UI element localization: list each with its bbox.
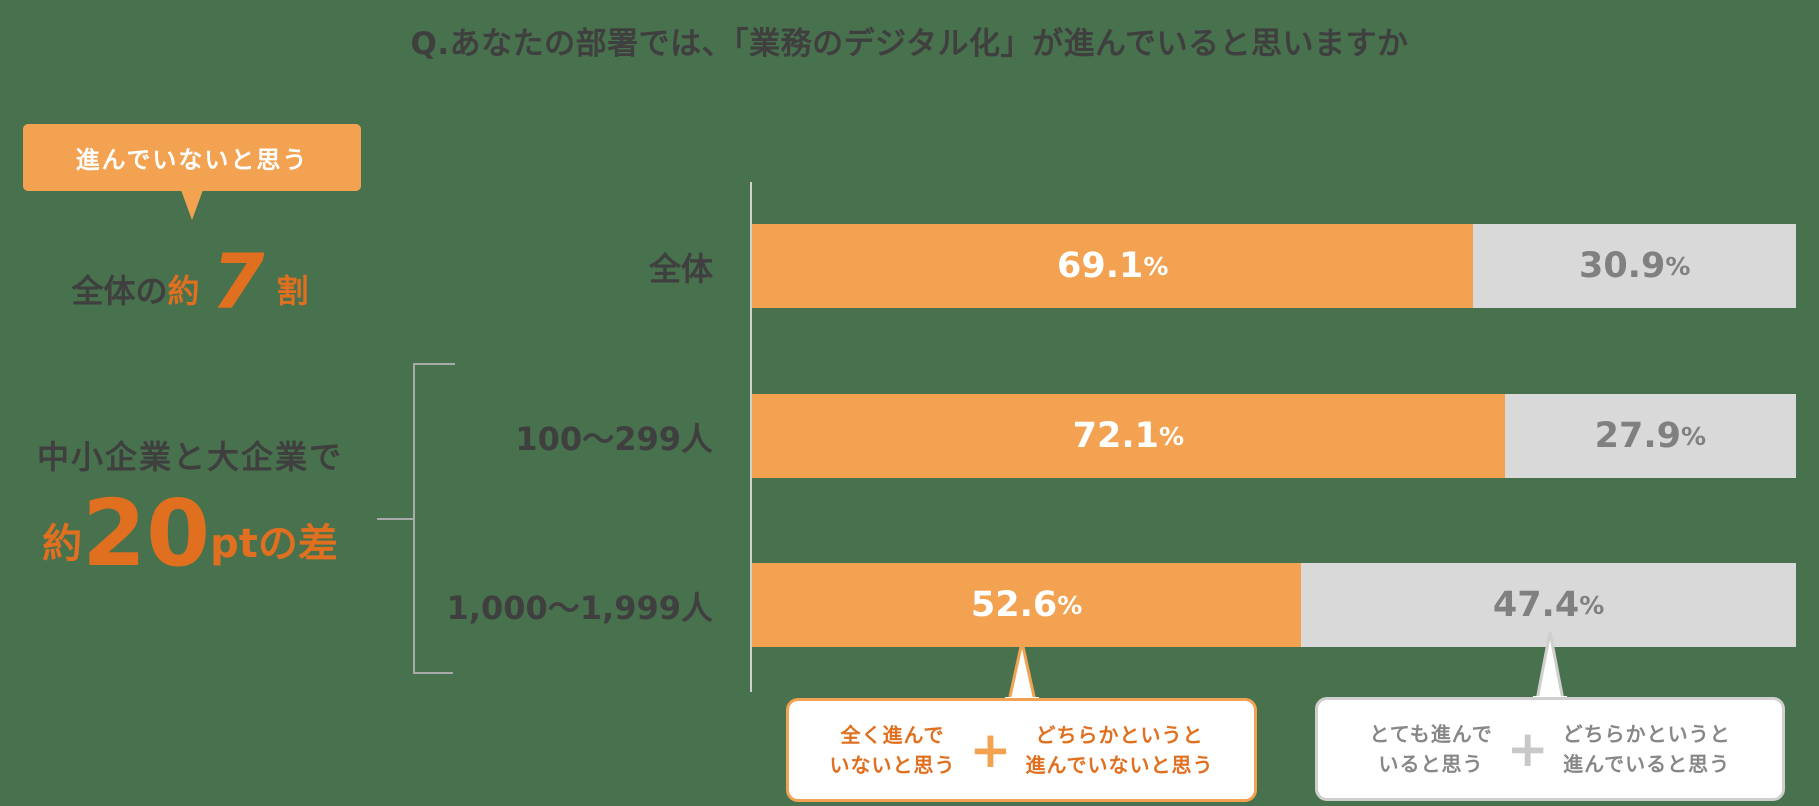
- bar-overall: 69.1% 30.9%: [752, 224, 1796, 308]
- row-label-100-299: 100〜299人: [515, 420, 713, 458]
- comparison-number: 20: [82, 480, 211, 587]
- headline-prefix: 全体の: [71, 272, 168, 310]
- headline-number: 7: [211, 237, 265, 326]
- bar-segment-progressing: 27.9%: [1504, 394, 1796, 478]
- bracket-stub: [377, 518, 414, 520]
- headline-suffix: 割: [276, 272, 309, 310]
- bar-segment-not-progressing: 72.1%: [752, 394, 1505, 478]
- bracket-top: [413, 363, 455, 365]
- row-label-overall: 全体: [648, 250, 713, 288]
- headline-approx: 約: [167, 272, 200, 310]
- legend-item-somewhat: どちらかというと 進んでいると思う: [1562, 722, 1731, 776]
- legend-item-somewhat-not: どちらかというと 進んでいないと思う: [1025, 723, 1214, 777]
- bar-segment-not-progressing: 52.6%: [752, 563, 1302, 647]
- comparison-suffix: ptの差: [210, 521, 338, 567]
- bracket-line: [413, 363, 415, 674]
- summary-tag: 進んでいないと思う: [23, 124, 361, 191]
- comparison-line2: 約20ptの差: [0, 488, 380, 580]
- bar-segment-not-progressing: 69.1%: [752, 224, 1474, 308]
- legend-callout-not-progressing: 全く進んで いないと思う + どちらかというと 進んでいないと思う: [786, 698, 1257, 802]
- comparison-line1: 中小企業と大企業で: [36, 438, 343, 476]
- plus-icon: +: [1506, 720, 1549, 778]
- chart-title: Q.あなたの部署では、「業務のデジタル化」が進んでいると思いますか: [410, 26, 1409, 62]
- comparison-approx: 約: [42, 521, 83, 567]
- bar-segment-progressing: 30.9%: [1473, 224, 1796, 308]
- legend-item-not-at-all: 全く進んで いないと思う: [829, 723, 956, 777]
- bracket-bottom: [413, 672, 453, 674]
- legend-item-very: とても進んで いると思う: [1369, 722, 1493, 776]
- summary-tag-pointer: [181, 190, 203, 220]
- chart-axis: [750, 182, 752, 692]
- plus-icon: +: [969, 721, 1012, 779]
- bar-100-299: 72.1% 27.9%: [752, 394, 1796, 478]
- legend-callout-progressing: とても進んで いると思う + どちらかというと 進んでいると思う: [1315, 697, 1785, 801]
- row-label-1000-1999: 1,000〜1,999人: [446, 589, 713, 627]
- headline-overall: 全体の約 7 割: [0, 244, 380, 320]
